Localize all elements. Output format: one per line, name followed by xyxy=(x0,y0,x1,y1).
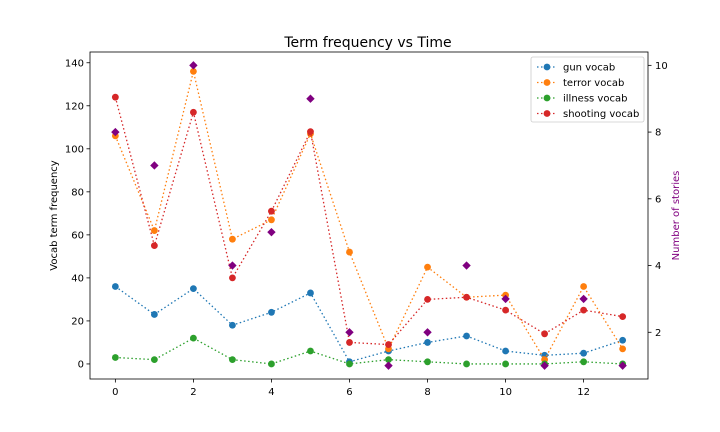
y2-tick-label: 2 xyxy=(655,328,661,339)
series-point-0 xyxy=(229,321,236,329)
stories-point xyxy=(579,294,588,304)
series-point-3 xyxy=(619,313,627,321)
stories-point xyxy=(111,127,120,137)
series-point-1 xyxy=(424,263,431,271)
series-point-0 xyxy=(619,336,627,344)
series-point-2 xyxy=(111,354,119,361)
series-point-3 xyxy=(463,293,470,301)
stories-point xyxy=(540,361,549,370)
y-tick-label: 60 xyxy=(71,230,84,241)
series-line-2 xyxy=(115,337,623,365)
series-point-0 xyxy=(463,332,470,340)
legend: gun vocab terror vocab illness vocab shooti… xyxy=(530,56,645,123)
series-point-1 xyxy=(580,283,588,290)
series-point-2 xyxy=(229,356,236,364)
series-point-0 xyxy=(307,289,314,297)
x-tick-label: 8 xyxy=(424,387,430,398)
series-point-0 xyxy=(268,308,275,316)
series-point-1 xyxy=(268,216,275,224)
legend-marker xyxy=(543,63,551,71)
y-axis-label: Vocab term frequency xyxy=(49,160,60,271)
stories-point xyxy=(267,227,276,237)
stories-point xyxy=(306,94,315,103)
series-point-3 xyxy=(150,242,158,250)
stories-point xyxy=(384,361,393,370)
series-point-3 xyxy=(580,306,588,314)
series-point-2 xyxy=(463,360,470,368)
legend-label: illness vocab xyxy=(563,94,627,105)
legend-label: shooting vocab xyxy=(563,109,639,120)
y-tick-label: 0 xyxy=(78,359,84,370)
x-tick-label: 6 xyxy=(346,387,352,398)
series-point-0 xyxy=(150,311,158,318)
series-point-0 xyxy=(502,347,509,355)
series-point-0 xyxy=(190,285,197,293)
y-tick-label: 120 xyxy=(65,101,84,112)
series-point-2 xyxy=(580,358,588,366)
x-tick-label: 2 xyxy=(190,387,196,398)
stories-point xyxy=(345,328,354,337)
y-tick-label: 40 xyxy=(71,273,84,284)
series-point-3 xyxy=(541,330,548,338)
series-point-3 xyxy=(111,93,119,101)
legend-box xyxy=(530,56,645,123)
series-point-0 xyxy=(580,349,588,357)
y2-tick-label: 6 xyxy=(655,194,661,205)
series-point-2 xyxy=(385,356,392,364)
axes-frame xyxy=(89,51,649,380)
stories-point xyxy=(618,361,627,370)
series-point-2 xyxy=(150,356,158,364)
x-tick-label: 4 xyxy=(268,387,274,398)
stories-point xyxy=(228,261,237,270)
stories-point xyxy=(189,61,198,70)
legend-label: terror vocab xyxy=(563,78,624,89)
series-point-1 xyxy=(619,345,627,353)
series-point-3 xyxy=(190,108,197,116)
x-tick-label: 0 xyxy=(112,387,118,398)
series-point-3 xyxy=(346,339,353,346)
series-point-1 xyxy=(229,235,236,243)
y-tick-label: 140 xyxy=(65,58,84,69)
series-point-3 xyxy=(268,207,275,215)
series-point-1 xyxy=(346,248,353,256)
legend-marker xyxy=(543,79,551,86)
series-point-3 xyxy=(229,274,236,282)
legend-marker xyxy=(543,110,551,117)
series-point-0 xyxy=(111,283,119,290)
y2-tick-label: 8 xyxy=(655,128,661,139)
series-point-2 xyxy=(190,334,197,342)
y2-tick-label: 10 xyxy=(655,61,668,72)
series-point-0 xyxy=(424,339,431,346)
series-line-1 xyxy=(114,71,624,361)
series-point-2 xyxy=(424,358,431,366)
series-point-2 xyxy=(268,360,275,368)
series-point-3 xyxy=(307,128,314,135)
legend-marker xyxy=(543,94,551,102)
y-tick-label: 80 xyxy=(71,187,84,198)
y-tick-label: 100 xyxy=(65,144,84,155)
series-point-1 xyxy=(190,67,197,75)
stories-point xyxy=(150,161,159,170)
legend-label: gun vocab xyxy=(563,63,615,74)
series-line-0 xyxy=(114,285,623,363)
series-point-1 xyxy=(150,227,158,234)
chart-title: Term frequency vs Time xyxy=(283,35,451,51)
y2-tick-label: 4 xyxy=(655,261,661,272)
series-point-2 xyxy=(346,360,353,368)
series-point-3 xyxy=(502,306,509,314)
series-line-3 xyxy=(114,97,623,346)
series-point-3 xyxy=(424,296,431,303)
y-tick-label: 20 xyxy=(71,316,84,327)
x-tick-label: 12 xyxy=(577,387,590,398)
stories-point xyxy=(462,261,471,270)
series-point-2 xyxy=(502,360,509,368)
stories-point xyxy=(423,328,432,337)
stories-point xyxy=(501,294,510,304)
series-point-2 xyxy=(307,347,314,355)
y2-axis-label: Number of stories xyxy=(671,171,682,261)
series-point-3 xyxy=(385,341,392,348)
x-tick-label: 10 xyxy=(499,387,512,398)
